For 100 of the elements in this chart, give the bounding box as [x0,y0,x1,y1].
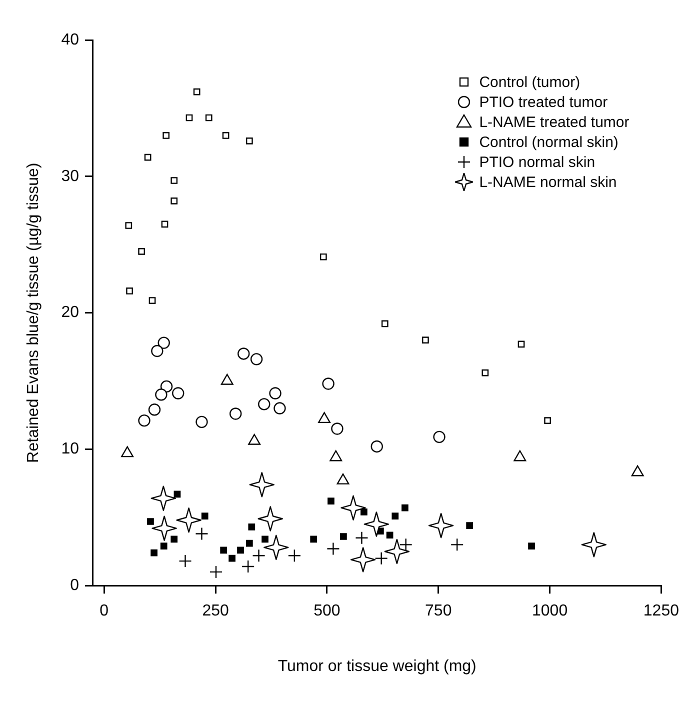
point [174,490,181,498]
point [392,512,399,520]
point [246,540,253,547]
point [186,114,193,122]
point [320,253,327,260]
y-axis-title: Retained Evans blue/g tissue (µg/g tissue) [25,162,42,463]
point [161,220,168,228]
point [150,486,176,511]
point [399,538,412,552]
y-tick-label: 10 [61,440,80,458]
point [384,538,410,564]
legend-label: L-NAME treated tumor [479,114,630,130]
x-tick-label: 1250 [643,602,680,620]
legend-label: L-NAME normal skin [479,174,617,190]
point [381,320,388,328]
point [148,404,161,416]
point [148,297,156,304]
point [176,508,202,533]
point [422,336,429,344]
point [196,416,208,428]
y-tick-label: 40 [61,31,80,48]
point [160,542,168,550]
point [220,546,227,554]
point [155,388,168,401]
point [170,177,178,184]
point [205,114,212,122]
point [518,340,525,348]
point [466,522,473,530]
point [248,524,256,530]
point [288,548,302,562]
point [355,531,368,544]
legend-label: Control (tumor) [479,74,580,90]
point [138,248,145,255]
point [222,132,230,139]
legend-label: PTIO treated tumor [479,94,608,110]
point [482,369,489,376]
point [374,552,388,565]
point [274,402,286,414]
point [147,518,154,525]
y-tick-label: 20 [61,304,80,322]
legend-label: Control (normal skin) [479,134,618,150]
point [144,154,152,161]
point [322,378,334,390]
x-tick-label: 750 [425,602,452,620]
x-tick-label: 0 [100,602,109,620]
point [195,527,208,540]
point [318,412,331,424]
point [258,398,270,410]
point [370,440,383,453]
point [360,508,368,516]
point [152,516,177,541]
point [258,506,283,532]
point [386,532,394,539]
y-tick-label: 0 [70,577,80,594]
point [331,422,344,435]
point [162,132,170,139]
point [193,88,200,96]
point [350,547,376,572]
point [170,536,178,543]
point [125,222,132,229]
point [172,387,184,400]
point [160,380,173,393]
point [238,348,250,360]
point [544,417,551,424]
point [178,554,192,568]
point [326,542,340,556]
point [433,430,446,444]
x-axis-title: Tumor or tissue weight (mg) [278,658,476,675]
point [262,536,268,543]
point [138,414,150,427]
point [237,546,244,554]
point [428,512,454,538]
point [528,542,535,550]
point [269,387,282,400]
point [249,472,274,498]
point [201,512,208,520]
point [228,554,236,562]
point [402,504,408,512]
point [151,344,164,358]
point [450,538,464,552]
point [209,565,223,579]
point [126,288,133,294]
legend-label: PTIO normal skin [479,154,596,170]
y-tick-label: 30 [61,168,80,185]
point [364,512,390,537]
point [264,534,289,560]
point [310,536,318,543]
x-tick-label: 500 [314,602,340,620]
point [340,533,347,540]
point [328,498,334,504]
point [250,353,263,366]
point [246,138,253,144]
point [170,198,178,204]
x-tick-label: 1000 [532,602,568,620]
point [581,532,607,558]
point [150,549,158,556]
point [241,560,255,574]
point [340,495,366,520]
point [158,336,170,349]
point [230,408,242,420]
